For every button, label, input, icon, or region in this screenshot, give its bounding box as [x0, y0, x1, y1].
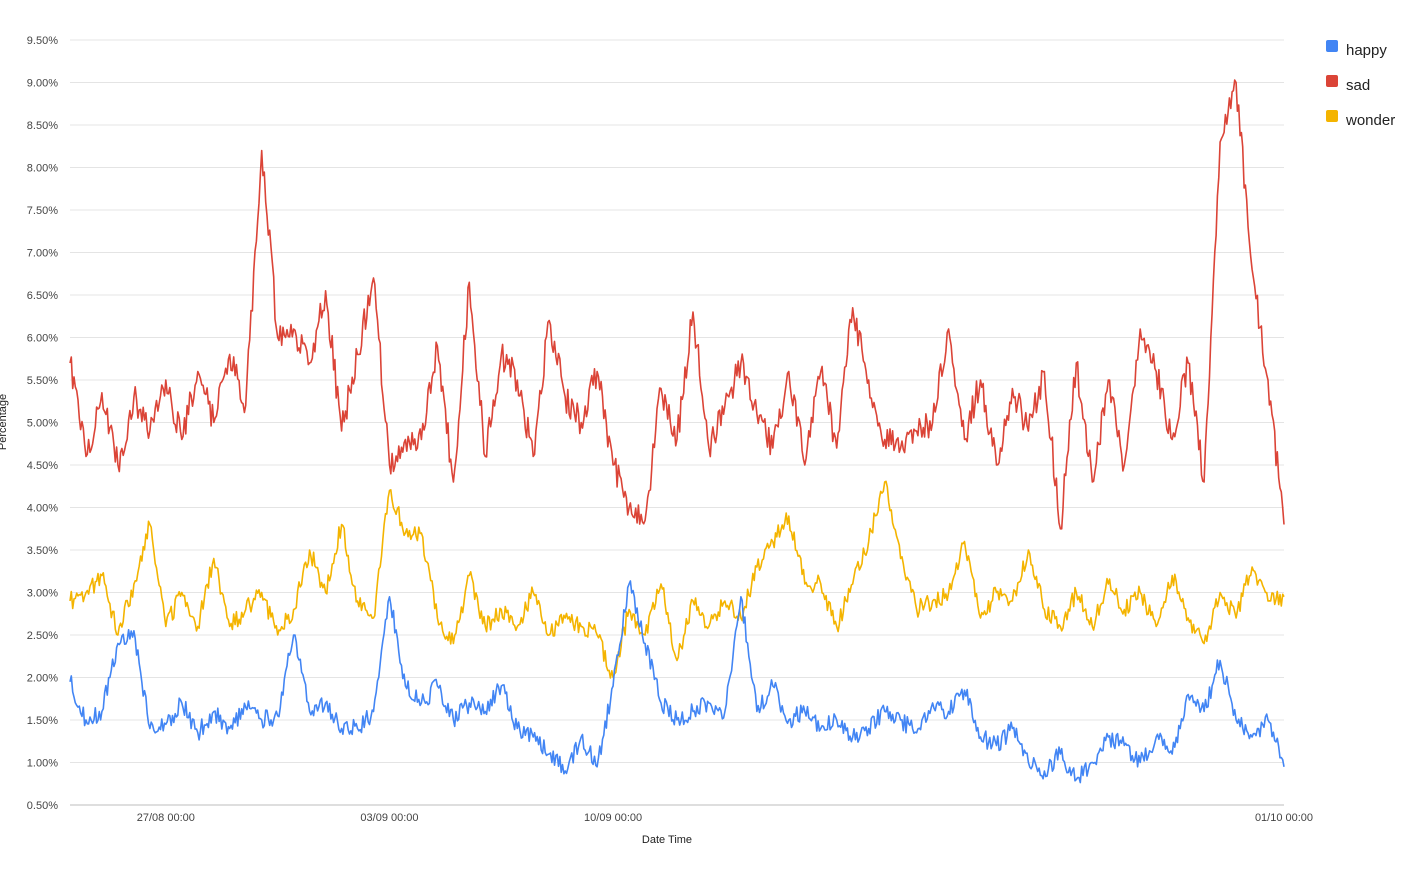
- y-tick-label: 5.50%: [27, 375, 58, 387]
- legend-item-happy[interactable]: happy: [1326, 40, 1387, 59]
- y-tick-label: 7.50%: [27, 205, 58, 217]
- x-tick-label: 03/09 00:00: [360, 812, 418, 824]
- x-axis-title: Date Time: [642, 834, 692, 846]
- y-tick-label: 1.00%: [27, 758, 58, 770]
- x-tick-label: 01/10 00:00: [1255, 812, 1313, 824]
- legend-swatch: [1326, 40, 1338, 52]
- y-axis-ticks: 0.50% 1.00% 1.50% 2.00% 2.50% 3.00% 3.50% 4.00%…: [27, 35, 58, 812]
- y-tick-label: 9.50%: [27, 35, 58, 47]
- legend: happy sad wonder: [1326, 40, 1395, 129]
- y-tick-label: 2.00%: [27, 673, 58, 685]
- y-tick-label: 3.50%: [27, 545, 58, 557]
- legend-label: wonder: [1345, 112, 1395, 129]
- series-line-wonder: [69, 480, 1285, 679]
- y-tick-label: 0.50%: [27, 800, 58, 812]
- legend-label: happy: [1346, 42, 1387, 59]
- y-tick-label: 8.00%: [27, 163, 58, 175]
- legend-label: sad: [1346, 77, 1370, 94]
- y-tick-label: 9.00%: [27, 78, 58, 90]
- x-tick-label: 27/08 00:00: [137, 812, 195, 824]
- y-tick-label: 4.50%: [27, 460, 58, 472]
- series-line-happy: [69, 580, 1285, 784]
- legend-item-sad[interactable]: sad: [1326, 75, 1370, 94]
- gridlines: [70, 39, 1284, 806]
- series-line-sad: [69, 79, 1285, 530]
- y-tick-label: 3.00%: [27, 588, 58, 600]
- y-tick-label: 5.00%: [27, 418, 58, 430]
- y-tick-label: 4.00%: [27, 503, 58, 515]
- legend-swatch: [1326, 110, 1338, 122]
- series-lines: [69, 79, 1285, 784]
- y-tick-label: 6.50%: [27, 290, 58, 302]
- legend-item-wonder[interactable]: wonder: [1326, 110, 1395, 129]
- legend-swatch: [1326, 75, 1338, 87]
- y-tick-label: 2.50%: [27, 630, 58, 642]
- y-tick-label: 1.50%: [27, 715, 58, 727]
- x-axis-ticks: 27/08 00:00 03/09 00:00 10/09 00:00 01/10 0…: [137, 812, 1313, 824]
- x-tick-label: 10/09 00:00: [584, 812, 642, 824]
- y-axis-title: Percentage: [0, 394, 9, 450]
- y-tick-label: 8.50%: [27, 120, 58, 132]
- y-tick-label: 6.00%: [27, 333, 58, 345]
- y-tick-label: 7.00%: [27, 248, 58, 260]
